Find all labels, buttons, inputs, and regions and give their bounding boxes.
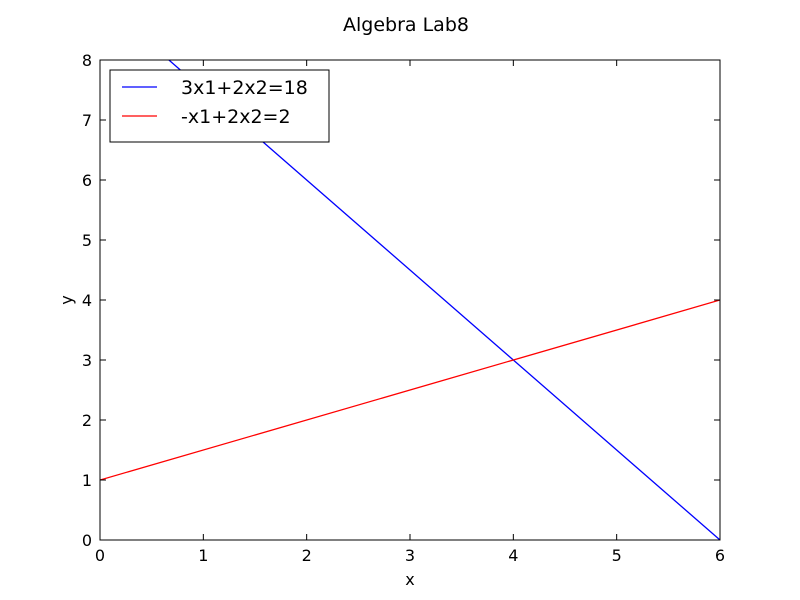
x-tick-label: 1 [198, 546, 208, 565]
y-tick-label: 5 [82, 231, 92, 250]
series-line-2 [100, 299, 720, 481]
chart-title: Algebra Lab8 [343, 14, 469, 36]
x-tick-label: 5 [612, 546, 622, 565]
x-tick-label: 3 [405, 546, 415, 565]
legend-label-1: 3x1+2x2=18 [181, 77, 308, 99]
legend: 3x1+2x2=18 -x1+2x2=2 [109, 69, 330, 143]
x-tick-label: 4 [508, 546, 518, 565]
x-axis-label: x [405, 570, 414, 589]
y-axis-label: y [57, 295, 76, 304]
y-tick-label: 7 [82, 111, 92, 130]
legend-box [109, 69, 330, 143]
y-tick-label: 6 [82, 171, 92, 190]
y-tick-label: 1 [82, 471, 92, 490]
x-tick-label: 2 [302, 546, 312, 565]
y-tick-label: 3 [82, 351, 92, 370]
ticks-layer: 0 1 2 3 4 5 6 0 1 2 3 4 5 6 7 8 [82, 51, 725, 565]
y-tick-label: 2 [82, 411, 92, 430]
legend-label-2: -x1+2x2=2 [181, 106, 291, 128]
y-tick-label: 4 [82, 291, 92, 310]
y-tick-label: 8 [82, 51, 92, 70]
x-tick-label: 0 [95, 546, 105, 565]
x-tick-label: 6 [715, 546, 725, 565]
y-tick-label: 0 [82, 531, 92, 550]
